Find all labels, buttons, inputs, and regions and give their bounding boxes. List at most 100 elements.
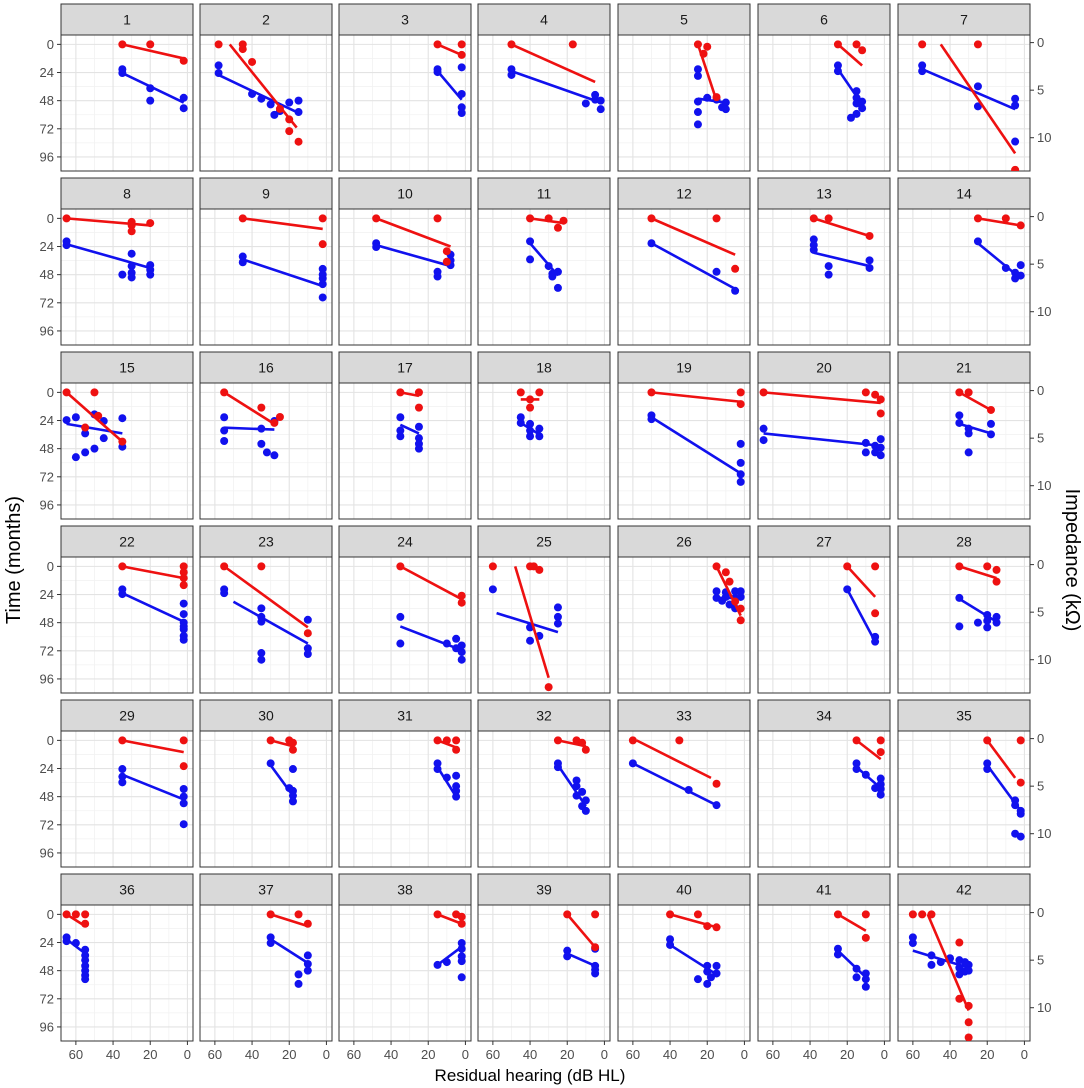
panel-bg-20 <box>758 383 890 519</box>
impedance-point <box>433 765 442 774</box>
time-point <box>214 40 223 49</box>
impedance-point <box>876 774 885 783</box>
time-point <box>535 388 544 397</box>
strip-label-2: 2 <box>262 12 270 28</box>
impedance-point <box>736 592 745 601</box>
time-point <box>553 223 562 232</box>
impedance-point <box>936 958 945 967</box>
y-right-tick-label: 10 <box>1037 304 1051 319</box>
time-point <box>90 388 99 397</box>
impedance-point <box>843 585 852 594</box>
panel-bg-24 <box>339 557 471 693</box>
panel-bg-36 <box>61 905 193 1041</box>
time-point <box>699 49 708 58</box>
impedance-point <box>452 644 461 653</box>
impedance-point <box>759 424 768 433</box>
panel-bg-13 <box>758 209 890 345</box>
panel-data-17 <box>396 388 423 453</box>
time-point <box>647 388 656 397</box>
panel-bg-34 <box>758 731 890 867</box>
time-point <box>442 247 451 256</box>
impedance-point <box>442 639 451 648</box>
time-point <box>433 214 442 223</box>
time-point <box>861 388 870 397</box>
panel-border-9 <box>199 208 333 346</box>
impedance-point <box>266 933 275 942</box>
impedance-point <box>285 98 294 107</box>
impedance-point <box>833 944 842 953</box>
x-tick-label: 60 <box>626 1047 640 1062</box>
time-point <box>179 581 188 590</box>
panel-border-4 <box>477 34 611 172</box>
impedance-point <box>81 945 90 954</box>
x-tick-label: 0 <box>881 1047 888 1062</box>
y-right-tick-label: 10 <box>1037 1000 1051 1015</box>
impedance-point <box>303 951 312 960</box>
y-right-tick-label: 0 <box>1037 35 1044 50</box>
y-left-tick-label: 0 <box>47 385 54 400</box>
panel-bg-37 <box>200 905 332 1041</box>
panel-33: 33 <box>617 699 751 868</box>
impedance-point <box>179 104 188 113</box>
impedance-point <box>457 973 466 982</box>
impedance-point <box>852 964 861 973</box>
impedance-point <box>396 413 405 422</box>
impedance-point <box>433 960 442 969</box>
panel-data-29 <box>118 736 188 829</box>
impedance-point <box>992 618 1001 627</box>
panel-18: 18 <box>477 351 611 520</box>
time-point <box>442 736 451 745</box>
impedance-point <box>414 422 423 431</box>
strip-label-19: 19 <box>676 360 692 376</box>
time-fit-line <box>837 913 867 932</box>
impedance-point <box>693 65 702 74</box>
time-point <box>736 388 745 397</box>
impedance-point <box>62 937 71 946</box>
impedance-point <box>452 771 461 780</box>
time-point <box>414 388 423 397</box>
strip-16 <box>199 351 333 384</box>
time-point <box>591 943 600 952</box>
y-right-tick-label: 5 <box>1037 953 1044 968</box>
impedance-point <box>581 99 590 108</box>
time-fit-line <box>763 391 881 405</box>
time-point <box>731 264 740 273</box>
y-left-tick-label: 0 <box>47 211 54 226</box>
panel-data-12 <box>647 214 740 295</box>
panel-bg-40 <box>618 905 750 1041</box>
impedance-point <box>703 967 712 976</box>
panel-data-23 <box>220 562 312 664</box>
time-point <box>833 40 842 49</box>
impedance-point <box>257 604 266 613</box>
time-point <box>1011 165 1020 171</box>
impedance-point <box>876 451 885 460</box>
time-point <box>563 910 572 919</box>
panel-bg-11 <box>478 209 610 345</box>
panel-data-30 <box>266 736 297 806</box>
time-point <box>442 257 451 266</box>
time-point <box>457 598 466 607</box>
impedance-point <box>861 770 870 779</box>
x-tick-label: 0 <box>184 1047 191 1062</box>
panel-3: 3 <box>338 3 472 172</box>
panel-17: 17 <box>338 351 472 520</box>
time-point <box>973 214 982 223</box>
strip-label-22: 22 <box>119 534 135 550</box>
impedance-point <box>861 982 870 991</box>
impedance-point <box>964 966 973 975</box>
y-left-tick-label: 24 <box>40 935 54 950</box>
y-left-tick-label: 48 <box>40 441 54 456</box>
impedance-point <box>457 89 466 98</box>
impedance-point <box>433 759 442 768</box>
impedance-point <box>146 96 155 105</box>
impedance-point <box>927 951 936 960</box>
impedance-point <box>81 448 90 457</box>
panel-30: 30 <box>199 699 333 868</box>
panel-border-31 <box>338 730 472 868</box>
y-left-tick-label: 0 <box>47 733 54 748</box>
impedance-point <box>1011 101 1020 110</box>
time-point <box>852 736 861 745</box>
impedance-point <box>955 418 964 427</box>
y-right-tick-label: 5 <box>1037 779 1044 794</box>
impedance-point <box>833 61 842 70</box>
